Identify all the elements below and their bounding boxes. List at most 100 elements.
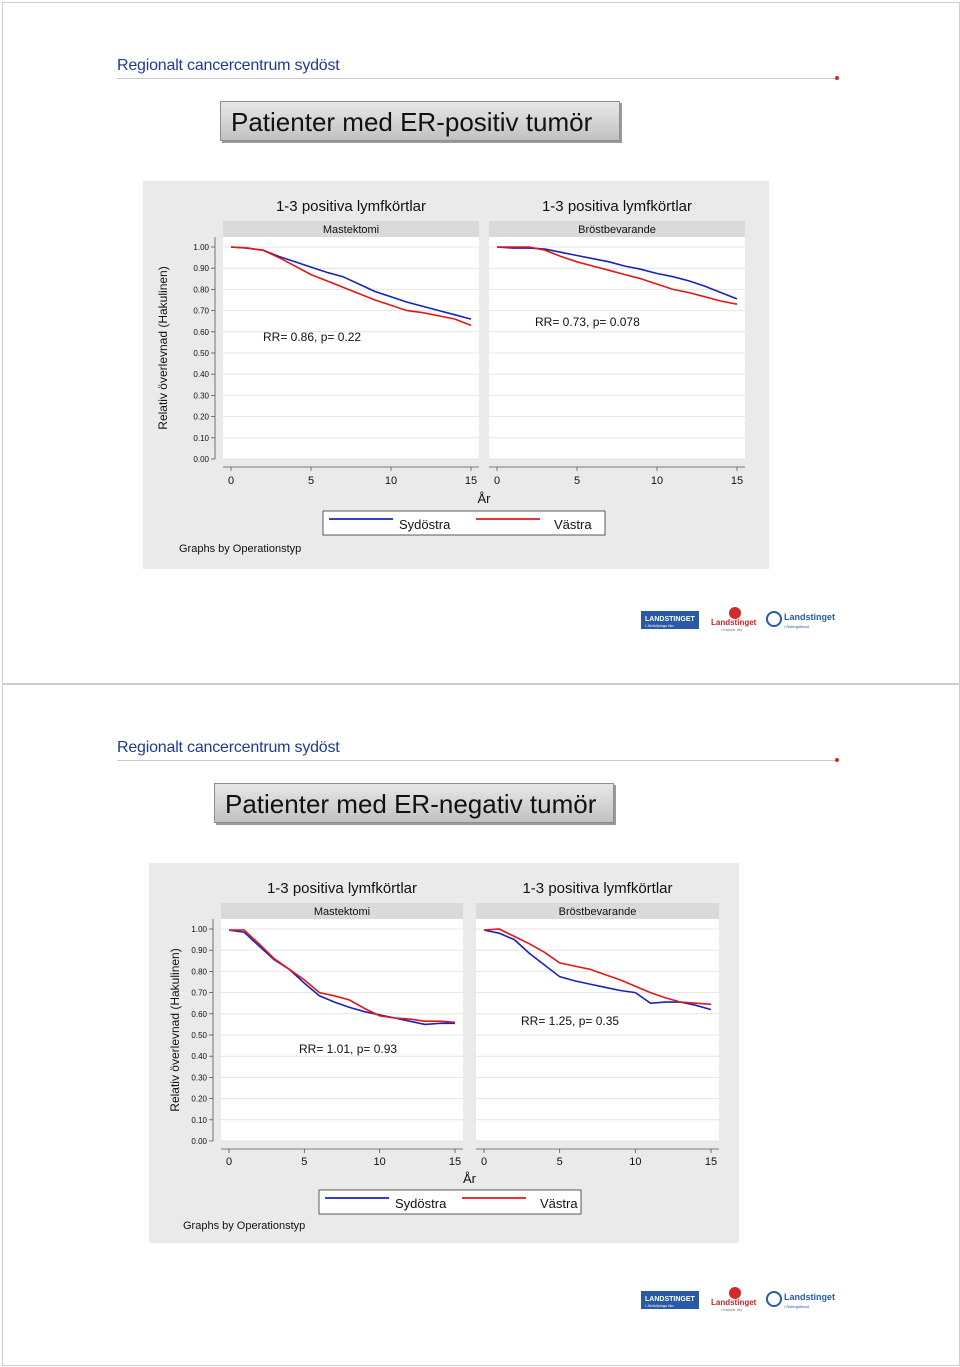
- y-tick-label: 0.40: [191, 1052, 207, 1061]
- x-tick-label: 5: [574, 475, 580, 487]
- logo-jonkoping: LANDSTINGET i Jönköpings län: [641, 1291, 699, 1309]
- panel-title: 1-3 positiva lymfkörtlar: [522, 880, 672, 897]
- header-dot: [835, 76, 839, 80]
- svg-text:Landstinget: Landstinget: [711, 618, 757, 627]
- graphs-by-note: Graphs by Operationstyp: [183, 1220, 305, 1232]
- svg-text:Landstinget: Landstinget: [784, 1292, 835, 1302]
- panel-subtitle: Mastektomi: [314, 906, 370, 918]
- panel-strip: [221, 903, 463, 919]
- y-axis-label: Relativ överlevnad (Hakulinen): [156, 266, 170, 429]
- logo-ostergotland: Landstinget i Östergötland: [766, 611, 835, 629]
- svg-text:i Jönköpings län: i Jönköpings län: [645, 623, 674, 628]
- panel-strip: [223, 221, 479, 237]
- svg-text:i Östergötland: i Östergötland: [784, 624, 809, 629]
- survival-chart-er-negative: Relativ överlevnad (Hakulinen) 0.00 0.10 0.…: [149, 863, 739, 1243]
- legend-label-vastra: Västra: [554, 517, 592, 532]
- rr-annotation: RR= 1.25, p= 0.35: [521, 1014, 619, 1028]
- y-tick-label: 0.40: [193, 370, 209, 379]
- panel-strip: [489, 221, 745, 237]
- y-tick-label: 0.50: [193, 349, 209, 358]
- y-tick-label: 0.70: [191, 989, 207, 998]
- x-tick-label: 0: [226, 1156, 232, 1168]
- panel-subtitle: Bröstbevarande: [559, 906, 637, 918]
- legend-label-sydostra: Sydöstra: [399, 517, 451, 532]
- x-tick-label: 10: [385, 475, 397, 487]
- x-tick-label: 10: [651, 475, 663, 487]
- y-tick-label: 0.10: [191, 1116, 207, 1125]
- y-tick-label: 0.50: [191, 1031, 207, 1040]
- x-tick-label: 15: [449, 1156, 461, 1168]
- slide-title: Patienter med ER-negativ tumör: [214, 783, 614, 823]
- rr-annotation: RR= 0.86, p= 0.22: [263, 330, 361, 344]
- x-tick-label: 15: [731, 475, 743, 487]
- x-tick-label: 0: [494, 475, 500, 487]
- panel-strip: [476, 903, 719, 919]
- logo-kalmar: Landstinget i Kalmar län: [711, 607, 757, 632]
- panel-title: 1-3 positiva lymfkörtlar: [276, 198, 426, 215]
- panel-subtitle: Bröstbevarande: [578, 224, 656, 236]
- y-tick-label: 0.90: [191, 946, 207, 955]
- svg-text:Landstinget: Landstinget: [784, 612, 835, 622]
- svg-text:i Kalmar län: i Kalmar län: [721, 627, 742, 632]
- y-tick-label: 0.30: [193, 391, 209, 400]
- x-tick-label: 0: [228, 475, 234, 487]
- logo-ostergotland: Landstinget i Östergötland: [766, 1291, 835, 1309]
- panel-title: 1-3 positiva lymfkörtlar: [542, 198, 692, 215]
- legend-label-vastra: Västra: [540, 1196, 578, 1211]
- panel-plot-area: [223, 237, 479, 459]
- rr-annotation: RR= 1.01, p= 0.93: [299, 1042, 397, 1056]
- x-tick-label: 15: [465, 475, 477, 487]
- svg-text:i Kalmar län: i Kalmar län: [721, 1307, 742, 1312]
- series-line-vastra: [228, 929, 455, 1026]
- header-rule: [117, 78, 837, 79]
- logo-jonkoping: LANDSTINGET i Jönköpings län: [641, 611, 699, 629]
- legend-box: [322, 510, 606, 536]
- rr-annotation: RR= 0.73, p= 0.078: [535, 315, 640, 329]
- svg-text:LANDSTINGET: LANDSTINGET: [645, 1296, 696, 1303]
- graphs-by-note: Graphs by Operationstyp: [179, 543, 301, 555]
- survival-chart-er-positive: Relativ överlevnad (Hakulinen) 0.00 0.10 0.…: [143, 181, 769, 569]
- x-tick-label: 10: [374, 1156, 386, 1168]
- series-line-sydostra: [230, 246, 472, 327]
- y-axis-label: Relativ överlevnad (Hakulinen): [168, 948, 182, 1111]
- y-tick-label: 0.90: [193, 264, 209, 273]
- x-tick-label: 10: [629, 1156, 641, 1168]
- slide-title: Patienter med ER-positiv tumör: [220, 101, 620, 141]
- y-tick-label: 0.60: [191, 1010, 207, 1019]
- logos: LANDSTINGET i Jönköpings län Landstinget…: [641, 607, 835, 632]
- panel-plot-area: [476, 919, 719, 1141]
- header-dot: [835, 758, 839, 762]
- panel-title: 1-3 positiva lymfkörtlar: [267, 880, 417, 897]
- series-line-sydostra: [497, 246, 738, 305]
- y-tick-label: 1.00: [191, 925, 207, 934]
- x-tick-label: 5: [301, 1156, 307, 1168]
- series-line-sydostra: [483, 928, 712, 1006]
- svg-text:i Jönköpings län: i Jönköpings län: [645, 1303, 674, 1308]
- panel-subtitle: Mastektomi: [323, 224, 379, 236]
- legend-label-sydostra: Sydöstra: [395, 1196, 447, 1211]
- y-tick-label: 0.30: [191, 1073, 207, 1082]
- panel-plot-area: [221, 919, 463, 1141]
- y-tick-label: 0.20: [193, 413, 209, 422]
- org-name: Regionalt cancercentrum sydöst: [117, 57, 340, 74]
- y-tick-label: 0.10: [193, 434, 209, 443]
- y-tick-label: 0.20: [191, 1095, 207, 1104]
- series-line-vastra: [483, 929, 712, 1011]
- y-tick-label: 0.00: [191, 1137, 207, 1146]
- y-tick-label: 0.00: [193, 455, 209, 464]
- logo-kalmar: Landstinget i Kalmar län: [711, 1287, 757, 1312]
- x-axis-label: År: [478, 491, 492, 506]
- slide-er-positive: Regionalt cancercentrum sydöst Patienter…: [2, 2, 960, 684]
- y-tick-label: 1.00: [193, 243, 209, 252]
- panel-plot-area: [489, 237, 745, 459]
- x-tick-label: 5: [308, 475, 314, 487]
- series-line-sydostra: [229, 929, 456, 1024]
- svg-text:Landstinget: Landstinget: [711, 1298, 757, 1307]
- x-tick-label: 0: [481, 1156, 487, 1168]
- x-axis-label: År: [463, 1171, 477, 1186]
- svg-text:LANDSTINGET: LANDSTINGET: [645, 616, 696, 623]
- y-tick-label: 0.60: [193, 328, 209, 337]
- org-name: Regionalt cancercentrum sydöst: [117, 739, 340, 756]
- x-tick-label: 5: [557, 1156, 563, 1168]
- y-tick-label: 0.70: [193, 307, 209, 316]
